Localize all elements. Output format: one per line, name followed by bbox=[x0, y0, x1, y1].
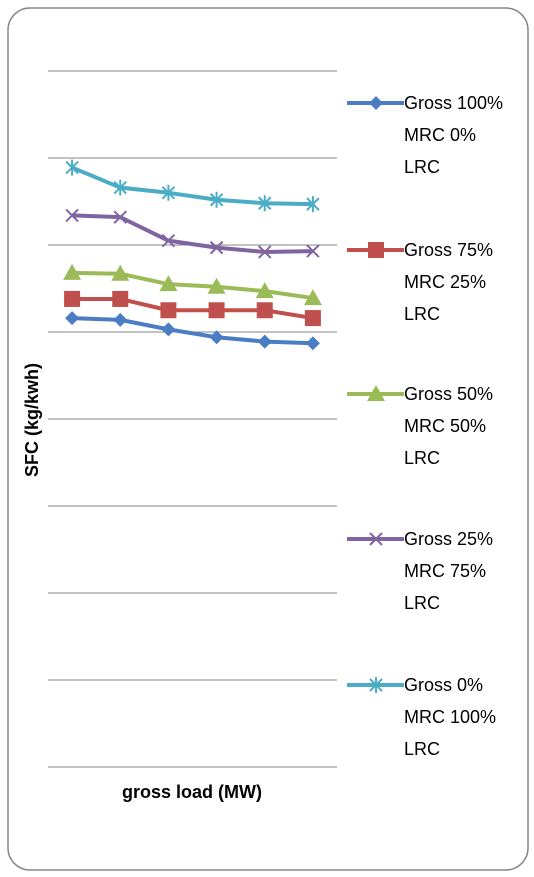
y-axis-title: SFC (kg/kwh) bbox=[22, 363, 42, 477]
x-axis-title: gross load (MW) bbox=[122, 782, 262, 802]
chart-frame bbox=[7, 7, 529, 871]
marker bbox=[258, 195, 272, 212]
series-line bbox=[72, 213, 313, 254]
marker bbox=[207, 277, 226, 294]
series-line bbox=[72, 270, 314, 301]
legend-label: Gross 25% MRC 75% LRC bbox=[404, 529, 494, 613]
legend-label: Gross 0% MRC 100% LRC bbox=[404, 675, 497, 759]
marker bbox=[65, 208, 79, 223]
legend-marker bbox=[369, 96, 383, 110]
marker bbox=[111, 264, 130, 281]
legend-marker bbox=[369, 677, 383, 693]
marker bbox=[65, 311, 80, 326]
legend-marker bbox=[368, 242, 384, 258]
series-line bbox=[72, 296, 314, 321]
legend-marker bbox=[367, 385, 385, 401]
marker bbox=[305, 336, 320, 351]
marker bbox=[304, 310, 321, 327]
legend-label: Gross 100% MRC 0% LRC bbox=[404, 93, 504, 177]
marker bbox=[112, 290, 129, 307]
series-line bbox=[71, 165, 313, 207]
marker bbox=[161, 233, 176, 248]
marker bbox=[160, 302, 177, 319]
marker bbox=[306, 244, 320, 258]
marker bbox=[209, 191, 224, 208]
marker bbox=[209, 240, 224, 255]
marker bbox=[257, 334, 272, 349]
legend-label: Gross 50% MRC 50% LRC bbox=[404, 384, 494, 468]
marker bbox=[113, 179, 127, 196]
marker bbox=[63, 263, 82, 280]
marker bbox=[161, 322, 176, 337]
marker bbox=[256, 302, 273, 319]
marker bbox=[64, 290, 81, 307]
marker bbox=[159, 275, 178, 292]
marker bbox=[113, 210, 127, 224]
marker bbox=[65, 159, 79, 176]
marker bbox=[306, 196, 320, 213]
marker bbox=[161, 184, 176, 201]
marker bbox=[258, 245, 272, 259]
marker bbox=[255, 282, 274, 299]
marker bbox=[303, 289, 322, 306]
legend-label: Gross 75% MRC 25% LRC bbox=[404, 240, 494, 324]
marker bbox=[113, 312, 128, 327]
marker bbox=[208, 302, 225, 319]
marker bbox=[209, 330, 224, 345]
series-line bbox=[72, 316, 313, 346]
legend-marker bbox=[369, 532, 383, 546]
